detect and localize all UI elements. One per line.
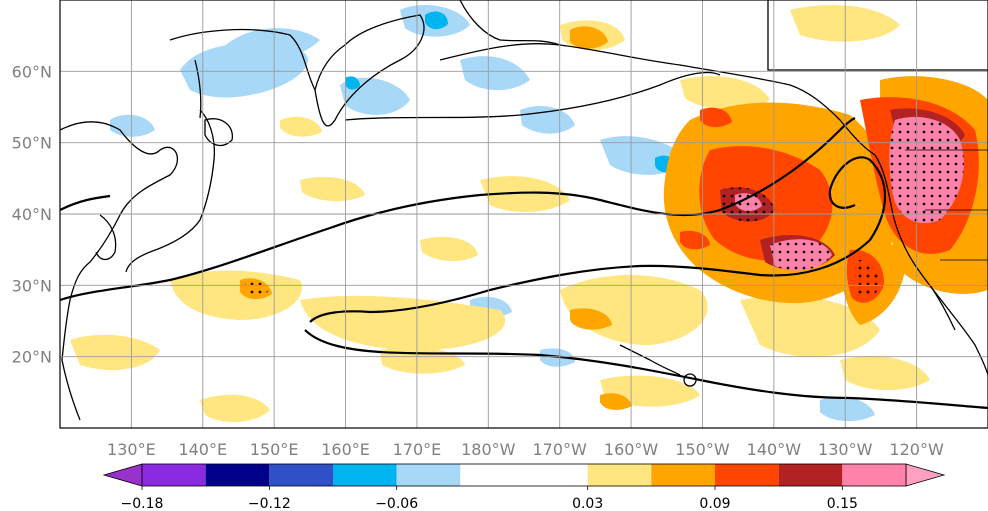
colorbar-tick-label: −0.12 — [248, 496, 291, 511]
lat-tick-label: 30°N — [12, 276, 52, 295]
lat-tick-label: 40°N — [12, 205, 52, 224]
contour-middle — [309, 156, 887, 323]
lat-tick-label: 50°N — [12, 134, 52, 153]
contour-outer-northern — [60, 116, 856, 302]
lon-tick-label: 180°W — [461, 440, 516, 459]
colorbar: −0.18 −0.12 −0.06 0.03 0.09 0.15 — [102, 463, 946, 511]
anomaly-field — [70, 5, 988, 422]
colorbar-over-arrow — [905, 463, 946, 487]
lon-tick-label: 160°E — [321, 440, 370, 459]
colorbar-tick-label: 0.03 — [572, 496, 603, 511]
lon-tick-label: 150°W — [675, 440, 730, 459]
canada-border — [767, 0, 988, 71]
colorbar-tick-label: 0.15 — [827, 496, 858, 511]
lon-tick-label: 170°E — [393, 440, 442, 459]
colorbar-segment — [396, 464, 461, 486]
asia-coast — [60, 121, 179, 421]
colorbar-segment — [842, 464, 906, 486]
climatology-contours — [60, 116, 988, 410]
colorbar-segment — [205, 464, 270, 486]
longitude-tick-labels: 130°E 140°E 150°E 160°E 170°E 180°W 170°W 160°W… — [107, 440, 944, 459]
baja-coast — [929, 284, 956, 331]
okhotsk-coast — [169, 28, 316, 91]
colorbar-tick-label: −0.06 — [375, 496, 418, 511]
colorbar-segment — [778, 464, 843, 486]
kamchatka-coast — [314, 14, 425, 127]
map-panel — [59, 0, 988, 429]
lat-tick-label: 60°N — [12, 62, 52, 81]
contour-inner-northern — [60, 194, 111, 211]
bering-coast — [459, 0, 561, 46]
colorbar-under-arrow — [102, 463, 143, 487]
colorbar-segment — [460, 464, 588, 486]
alaska-coast — [439, 43, 876, 156]
lon-tick-label: 140°E — [178, 440, 227, 459]
colorbar-segment — [142, 464, 206, 486]
lon-tick-label: 150°E — [250, 440, 299, 459]
lon-tick-label: 170°W — [533, 440, 588, 459]
latitude-tick-labels: 20°N 30°N 40°N 50°N 60°N — [12, 62, 52, 366]
lon-tick-label: 120°W — [889, 440, 944, 459]
colorbar-tick-label: 0.09 — [699, 496, 730, 511]
contour-southern — [304, 329, 988, 410]
colorbar-segment — [333, 464, 397, 486]
colorbar-segment — [715, 464, 779, 486]
lon-tick-label: 160°W — [604, 440, 659, 459]
colorbar-segment — [269, 464, 333, 486]
colorbar-segment — [651, 464, 715, 486]
us-state-lines — [905, 149, 988, 261]
lat-tick-label: 20°N — [12, 348, 52, 367]
colorbar-frame — [141, 463, 907, 487]
lon-tick-label: 130°W — [818, 440, 873, 459]
map-frame — [59, 0, 988, 429]
lon-tick-label: 140°W — [747, 440, 802, 459]
aleutian-islands — [344, 71, 721, 121]
lon-tick-label: 130°E — [107, 440, 156, 459]
colorbar-tick-label: −0.18 — [121, 496, 164, 511]
gridlines — [60, 0, 988, 428]
sakhalin-coast — [194, 59, 202, 119]
korea-coast — [95, 214, 117, 261]
significance-stippling — [245, 116, 964, 299]
hawaii-islands — [619, 344, 681, 376]
colorbar-segment — [587, 464, 652, 486]
hokkaido-coast — [204, 118, 233, 147]
